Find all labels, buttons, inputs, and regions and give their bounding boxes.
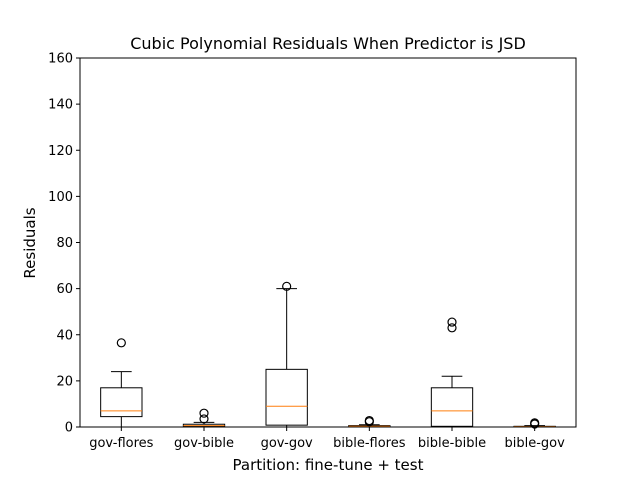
outlier-point xyxy=(116,338,126,348)
outlier-point xyxy=(447,317,457,327)
box xyxy=(100,387,143,418)
chart-title: Cubic Polynomial Residuals When Predicto… xyxy=(130,34,526,53)
x-tick-label: gov-gov xyxy=(261,436,313,451)
y-axis-label: Residuals xyxy=(21,207,39,278)
y-tick-label: 20 xyxy=(56,374,73,389)
outlier-point xyxy=(364,415,374,426)
y-tick-label: 160 xyxy=(48,52,73,67)
outlier-point xyxy=(447,323,457,333)
y-tick-label: 80 xyxy=(56,236,73,251)
x-tick-label: bible-flores xyxy=(333,436,406,451)
outlier-point xyxy=(282,281,292,291)
y-tick-label: 140 xyxy=(48,98,73,113)
y-tick-label: 120 xyxy=(48,144,73,159)
y-tick-label: 100 xyxy=(48,190,73,205)
x-tick-label: gov-bible xyxy=(174,436,234,451)
y-tick-label: 60 xyxy=(56,282,73,297)
x-axis-label: Partition: fine-tune + test xyxy=(233,456,424,474)
plot-area: 0 20 40 60 80 100 120 140 160 gov-flores gov-bible… xyxy=(48,52,577,451)
box xyxy=(430,387,474,427)
y-tick-label: 40 xyxy=(56,328,73,343)
outlier-point xyxy=(199,414,209,424)
x-tick-label: bible-gov xyxy=(505,436,566,451)
plot-frame xyxy=(79,57,577,428)
x-tick-label: gov-flores xyxy=(89,436,153,451)
x-tick-label: bible-bible xyxy=(418,436,486,451)
y-tick-label: 0 xyxy=(65,421,73,436)
box xyxy=(265,368,308,426)
outlier-point xyxy=(199,408,209,418)
